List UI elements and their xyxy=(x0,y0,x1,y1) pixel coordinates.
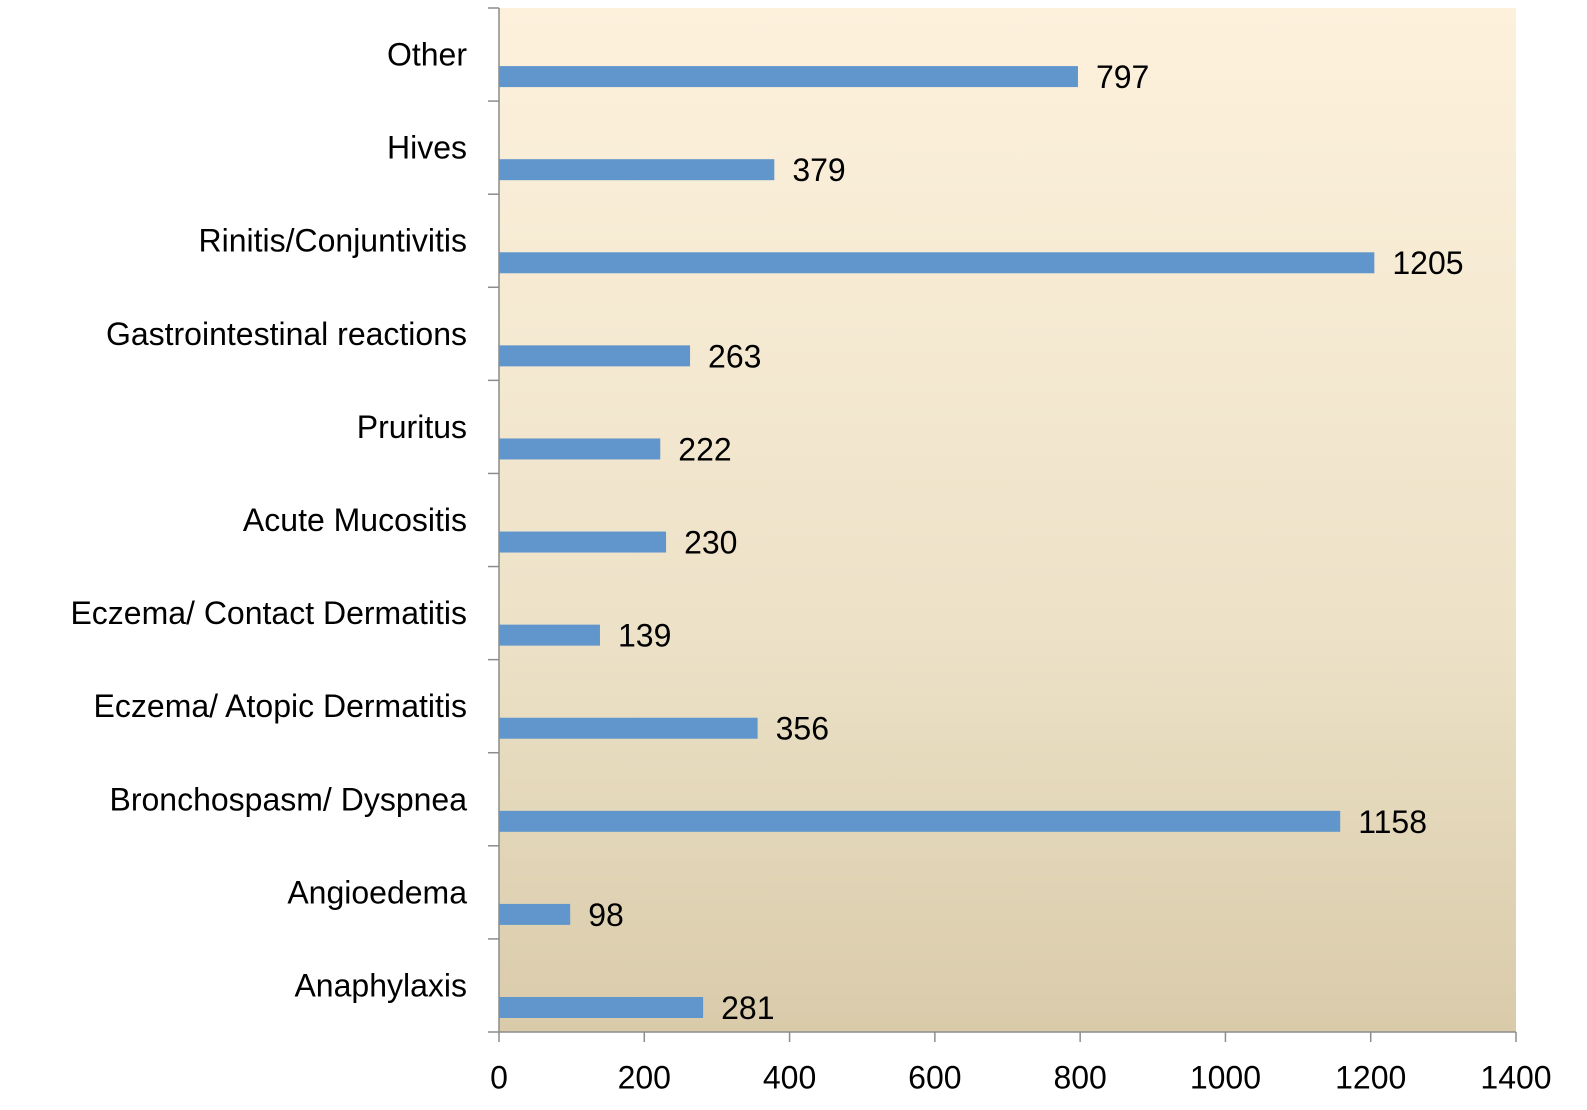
y-tick-label: Gastrointestinal reactions xyxy=(106,316,467,352)
value-label: 1205 xyxy=(1392,245,1463,281)
bar xyxy=(499,66,1078,88)
x-tick-label: 1000 xyxy=(1190,1059,1261,1095)
y-tick-label: Pruritus xyxy=(357,409,467,445)
value-label: 98 xyxy=(588,897,624,933)
bar xyxy=(499,624,600,646)
x-tick-label: 400 xyxy=(763,1059,816,1095)
value-label: 797 xyxy=(1096,59,1149,95)
x-tick-label: 1200 xyxy=(1335,1059,1406,1095)
bar xyxy=(499,345,691,367)
bar xyxy=(499,159,775,181)
bar xyxy=(499,997,704,1018)
y-tick-label: Rinitis/Conjuntivitis xyxy=(198,223,467,259)
x-tick-label: 200 xyxy=(618,1059,671,1095)
bar xyxy=(499,810,1341,832)
value-label: 1158 xyxy=(1358,804,1427,840)
value-label: 281 xyxy=(721,990,774,1026)
value-label: 222 xyxy=(678,431,731,467)
x-tick-label: 0 xyxy=(490,1059,508,1095)
y-tick-label: Bronchospasm/ Dyspnea xyxy=(109,781,467,817)
value-label: 230 xyxy=(684,524,737,560)
y-tick-label: Hives xyxy=(387,130,467,166)
bar xyxy=(499,531,667,553)
y-tick-label: Angioedema xyxy=(287,874,467,910)
y-tick-label: Eczema/ Contact Dermatitis xyxy=(70,595,467,631)
bar xyxy=(499,438,661,460)
bar xyxy=(499,252,1375,274)
y-tick-label: Other xyxy=(387,37,467,73)
x-tick-label: 800 xyxy=(1053,1059,1106,1095)
bar xyxy=(499,717,758,739)
x-tick-label: 600 xyxy=(908,1059,961,1095)
y-tick-label: Acute Mucositis xyxy=(243,502,467,538)
value-label: 263 xyxy=(708,338,761,374)
value-label: 379 xyxy=(792,152,845,188)
value-label: 356 xyxy=(776,711,829,747)
y-tick-label: Anaphylaxis xyxy=(294,967,467,1003)
x-tick-label: 1400 xyxy=(1480,1059,1551,1095)
bar xyxy=(499,903,571,925)
y-tick-label: Eczema/ Atopic Dermatitis xyxy=(94,688,467,724)
value-label: 139 xyxy=(618,618,671,654)
